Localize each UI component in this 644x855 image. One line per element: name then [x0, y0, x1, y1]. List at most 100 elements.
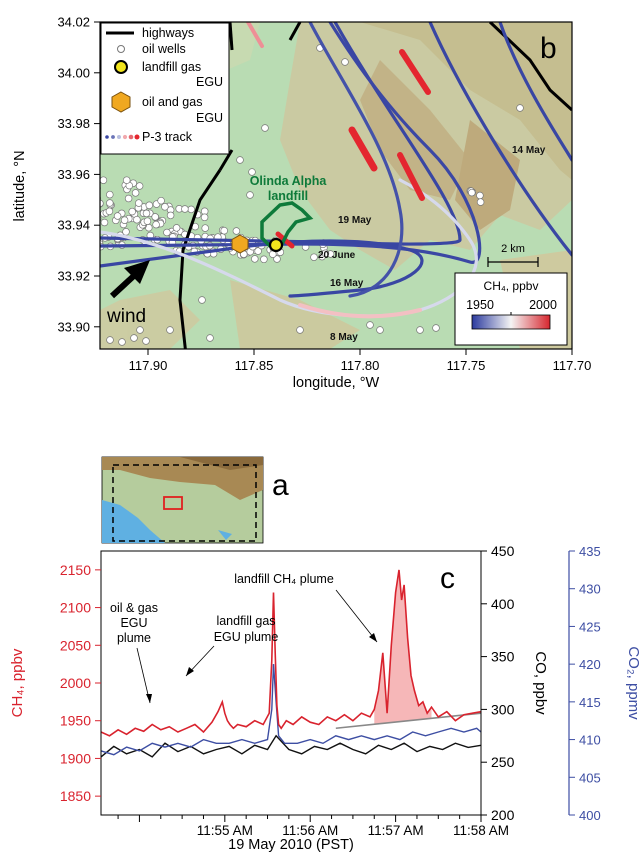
legend-oil-wells: oil wells — [142, 42, 186, 56]
legend-landfill-swatch — [114, 60, 128, 74]
oil-well — [135, 199, 143, 207]
co-tick-label: 400 — [491, 596, 515, 612]
legend-track: P-3 track — [142, 130, 193, 144]
oil-well — [130, 334, 138, 342]
oil-well — [366, 321, 374, 329]
oil-well — [254, 247, 262, 255]
annotation-oil-gas-2: EGU — [120, 616, 147, 630]
annotation-oil-gas-3: plume — [117, 631, 151, 645]
co-tick-label: 450 — [491, 543, 515, 559]
oil-well — [260, 255, 268, 264]
landfill-gas-egu-marker — [268, 237, 284, 253]
oil-well — [135, 182, 144, 190]
co-tick-label: 250 — [491, 754, 515, 770]
time-axis-ticks: 11:55 AM 11:56 AM 11:57 AM 11:58 AM — [117, 815, 509, 838]
oil-well — [246, 191, 254, 199]
annotation-landfill: landfill CH₄ plume — [234, 572, 334, 586]
map-x-tick-label: 117.70 — [553, 358, 592, 373]
legend-landfill-2: EGU — [196, 75, 223, 89]
oil-well — [142, 337, 150, 345]
oil-well — [124, 194, 133, 203]
oil-well — [232, 227, 241, 235]
inset-map-panel-a: a — [101, 456, 289, 544]
co-tick-label: 200 — [491, 807, 515, 823]
oil-gas-egu-marker — [231, 234, 249, 254]
oil-well — [157, 196, 165, 205]
plume-red-3 — [397, 152, 425, 201]
co2-tick-label: 435 — [579, 544, 601, 559]
series-ch4-line — [101, 569, 481, 737]
oil-well — [416, 326, 424, 334]
landfill-name-2: landfill — [268, 189, 308, 203]
oil-well — [152, 220, 160, 229]
ch4-axis-ticks: 1850 1900 1950 2000 2050 2100 2150 — [60, 562, 101, 804]
annotation-egu-2: EGU plume — [214, 630, 279, 644]
map-y-tick-label: 33.98 — [57, 116, 90, 131]
co2-tick-label: 420 — [579, 657, 601, 672]
legend-oilgas-1: oil and gas — [142, 95, 202, 109]
oil-well — [163, 228, 171, 237]
ch4-baseline — [335, 712, 481, 730]
oil-well — [187, 205, 195, 214]
time-axis-label: 19 May 2010 (PST) — [228, 837, 354, 853]
map-x-tick-label: 117.75 — [447, 358, 486, 373]
flight-label-16-may: 16 May — [330, 278, 364, 289]
co2-tick-label: 430 — [579, 582, 601, 597]
oil-well — [220, 226, 228, 235]
oil-well — [143, 217, 152, 225]
map-x-tick-label: 117.90 — [129, 358, 168, 373]
colorbar-min: 1950 — [466, 298, 494, 312]
plume-red-2 — [348, 126, 378, 172]
oil-well — [90, 206, 97, 213]
series-co2-line — [101, 664, 481, 756]
co2-axis-label: CO₂, ppmv — [625, 646, 642, 720]
oil-well — [92, 218, 99, 225]
annotation-egu-1: landfill gas — [216, 614, 275, 628]
oil-well — [105, 207, 114, 216]
co2-tick-label: 410 — [579, 733, 601, 748]
oil-well — [166, 326, 174, 334]
track-8-may-red — [298, 303, 422, 319]
oil-well — [432, 324, 440, 332]
co-tick-label: 300 — [491, 701, 515, 717]
map-x-tick-label: 117.85 — [235, 358, 274, 373]
colorbar-max: 2000 — [529, 298, 557, 312]
map-legend: highways oil wells landfill gas EGU oil … — [100, 22, 230, 155]
flight-label-8-may: 8 May — [330, 332, 358, 343]
track-outer — [498, 22, 572, 162]
map-y-tick-label: 34.00 — [57, 65, 90, 80]
track-pink-north — [246, 22, 264, 48]
oil-well — [236, 156, 244, 164]
inset-study-box — [163, 496, 183, 510]
oil-well — [128, 207, 136, 216]
oil-well — [131, 189, 140, 197]
oil-well — [151, 213, 159, 221]
time-tick-label: 11:55 AM — [197, 823, 253, 838]
legend-oilgas-swatch — [111, 91, 131, 113]
oil-well — [88, 233, 95, 240]
map-x-tick-label: 117.80 — [341, 358, 380, 373]
ch4-tick-label: 2150 — [60, 562, 91, 578]
colorbar: CH₄, ppbv 1950 2000 — [454, 272, 568, 346]
co2-tick-label: 400 — [579, 808, 601, 823]
flight-label-19-may: 19 May — [338, 215, 372, 226]
landfill-name-1: Olinda Alpha — [250, 174, 328, 188]
co-axis-label: CO, ppbv — [532, 651, 549, 715]
track-14-may — [428, 22, 572, 257]
inset-ocean — [102, 500, 165, 543]
oil-well — [261, 124, 269, 132]
oil-well — [91, 198, 98, 205]
annotation-landfill-egu: landfill gas EGU plume — [185, 614, 279, 677]
oil-well — [476, 198, 485, 206]
map-y-tick-label: 33.92 — [57, 269, 90, 284]
oil-well — [468, 188, 476, 197]
oil-well — [206, 334, 214, 342]
plume-red-1 — [399, 49, 431, 95]
chart-panel-c: 1850 1900 1950 2000 2050 2100 2150 200 250 300 35… — [9, 543, 642, 853]
oil-well — [106, 199, 114, 207]
oil-well — [251, 255, 259, 263]
oil-well — [142, 209, 151, 218]
map-y-label: latitude, °N — [12, 150, 28, 221]
inset-dashed-box — [112, 464, 257, 542]
